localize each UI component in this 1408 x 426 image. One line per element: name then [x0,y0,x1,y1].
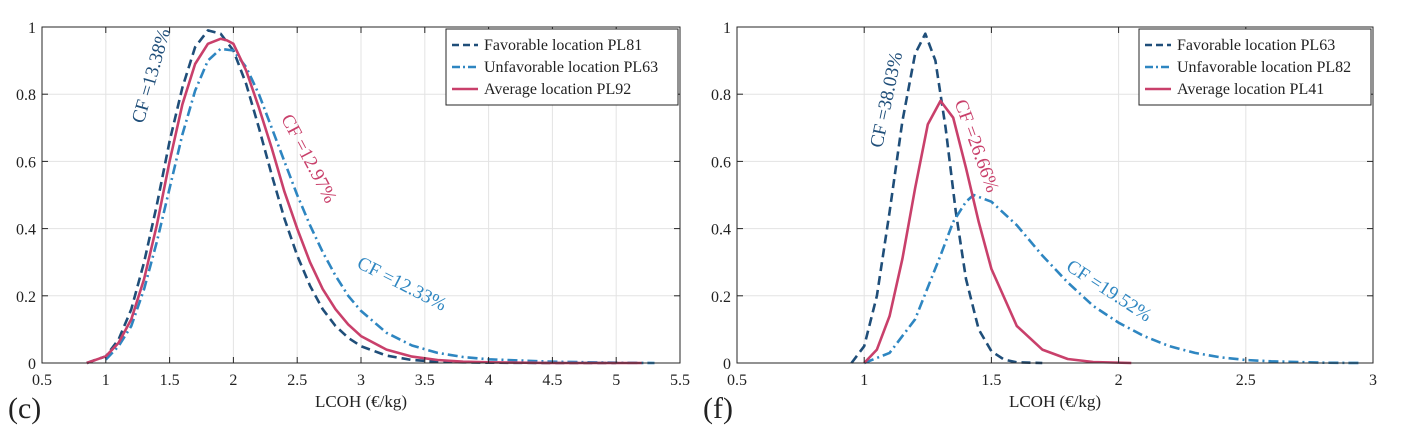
x-tick-label: 0.5 [727,372,747,389]
y-tick-label: 0.2 [711,289,731,306]
legend-entry: Unfavorable location PL82 [1177,59,1351,76]
series-line-1 [86,29,617,365]
x-tick-label: 1.5 [981,372,1001,389]
x-tick-label: 5 [612,372,620,389]
axes-box [736,26,1374,364]
legend-entry: Unfavorable location PL63 [484,59,658,76]
x-axis-label: LCOH (€/kg) [1009,392,1101,411]
x-tick-label: 2 [1115,372,1123,389]
x-tick-label: 1 [102,372,110,389]
x-tick-label: 3 [357,372,365,389]
x-tick-label: 4 [485,372,493,389]
cf-annotation: CF =19.52% [1062,256,1155,327]
y-tick-label: 1 [723,20,731,37]
y-tick-label: 0.6 [16,154,36,171]
x-tick-label: 2.5 [287,372,307,389]
series-line-3 [86,37,642,365]
y-tick-label: 0.4 [711,222,731,239]
panel-label: (f) [703,392,733,425]
x-tick-label: 5.5 [670,372,690,389]
x-tick-label: 1 [860,372,868,389]
x-tick-label: 4.5 [542,372,562,389]
y-tick-label: 0.6 [711,154,731,171]
cf-annotation: CF =13.38% [128,26,175,125]
legend-box [445,28,679,106]
y-tick-label: 0.4 [16,222,36,239]
y-tick-label: 0.2 [16,289,36,306]
cf-annotation: CF =12.33% [354,253,450,316]
legend-entry: Average location PL41 [1177,81,1324,98]
x-tick-label: 3 [1369,372,1377,389]
chart-panel-c: 0.5 1 1.5 2 2.5 3 3.5 4 4.5 5 5.5 0 0.2 0.4 0.6 0.8 1 LCO… [8,20,690,425]
x-tick-label: 1.5 [160,372,180,389]
y-tick-label: 0 [28,356,36,373]
x-tick-label: 2 [229,372,237,389]
y-tick-label: 0 [723,356,731,373]
legend-entry: Average location PL92 [484,81,631,98]
x-tick-label: 0.5 [32,372,52,389]
series-line-2 [863,193,1361,365]
cf-annotation: CF =38.03% [866,50,907,150]
x-tick-label: 2.5 [1236,372,1256,389]
y-tick-label: 0.8 [711,87,731,104]
legend-entry: Favorable location PL81 [484,37,642,54]
x-axis-label: LCOH (€/kg) [315,392,407,411]
legend-box [1138,28,1372,106]
x-tick-label: 3.5 [415,372,435,389]
series-line-1 [850,32,1043,365]
cf-annotation: CF =26.66% [950,97,1003,196]
legend-entry: Favorable location PL63 [1177,37,1335,54]
series-line-3 [863,99,1132,365]
y-tick-label: 1 [28,20,36,37]
panel-label: (c) [8,392,41,425]
chart-panel-f: 0.5 1 1.5 2 2.5 3 0 0.2 0.4 0.6 0.8 1 LCOH (€/kg) (f)… [703,20,1377,425]
series-line-2 [104,47,655,365]
y-tick-label: 0.8 [16,87,36,104]
